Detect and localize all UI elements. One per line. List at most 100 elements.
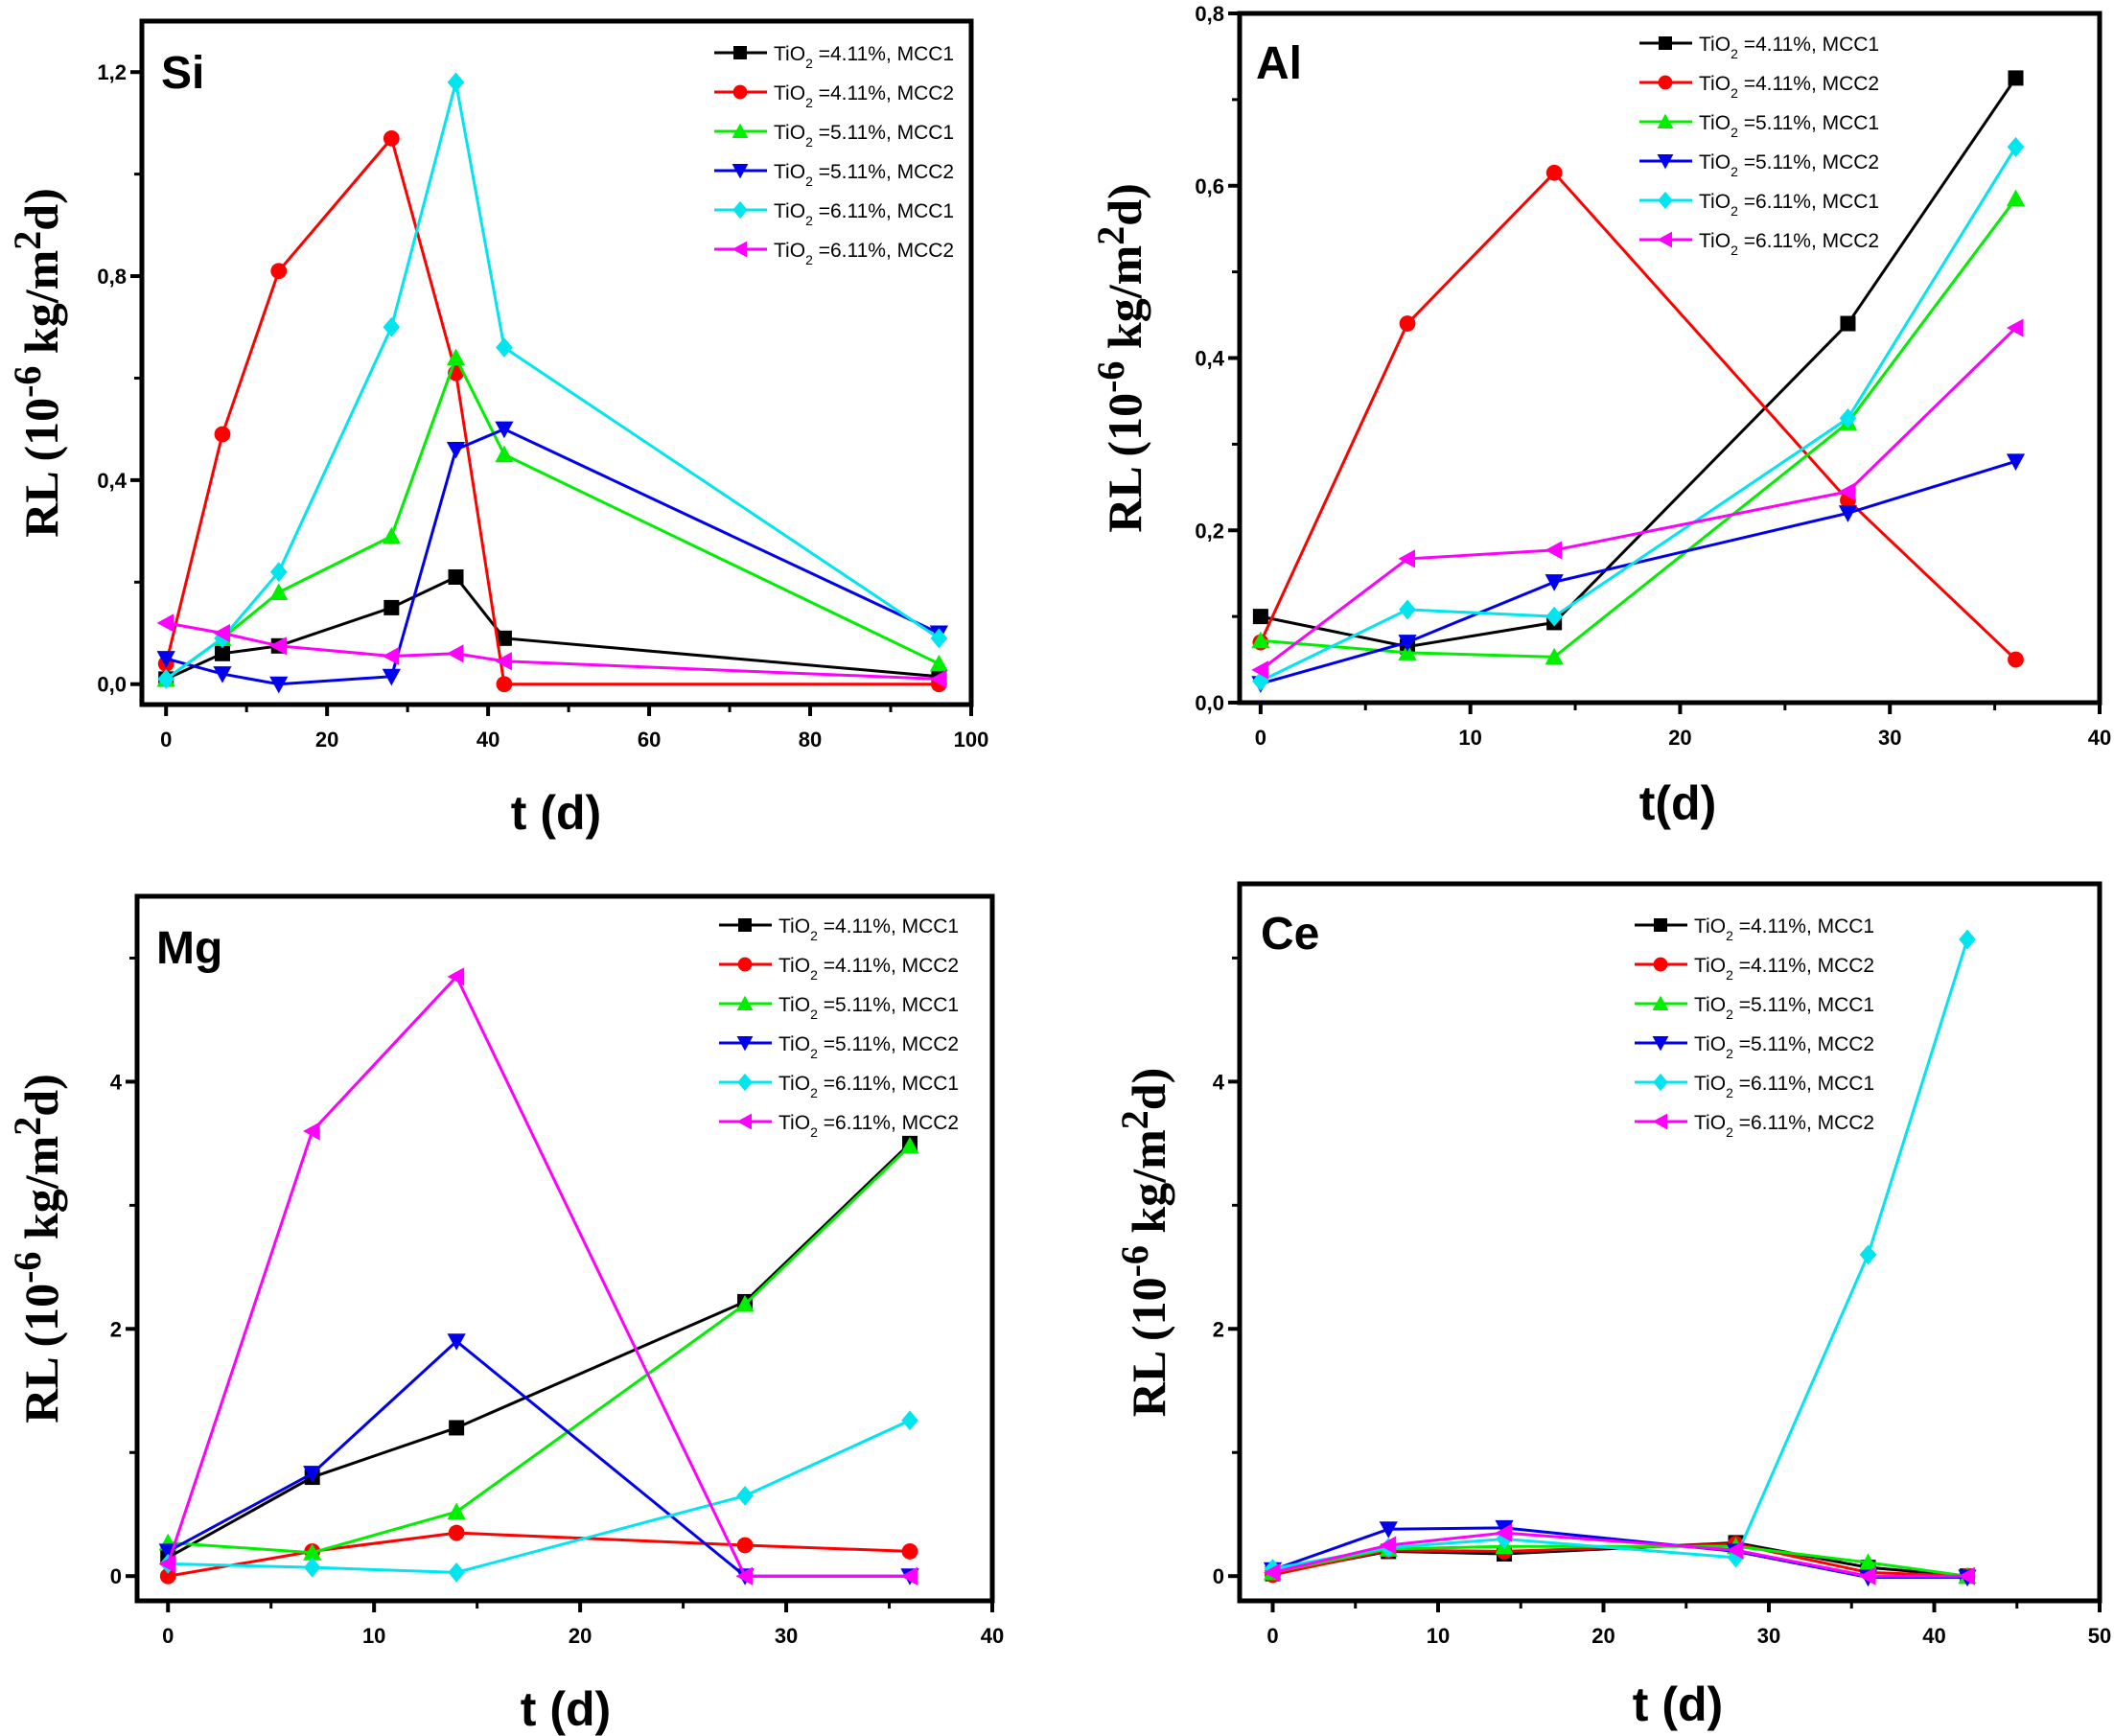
- legend-marker: [733, 46, 747, 59]
- data-point: [495, 445, 514, 463]
- data-point: [449, 1420, 465, 1436]
- series-line: [167, 1531, 911, 1578]
- legend-label: TiO2 =4.11%, MCC2: [778, 955, 959, 983]
- data-point: [446, 441, 466, 459]
- legend-marker: [1652, 995, 1669, 1010]
- legend-item: TiO2 =5.11%, MCC1: [714, 122, 954, 150]
- y-tick-label: 0,0: [1195, 691, 1224, 715]
- legend-item: TiO2 =5.11%, MCC1: [1635, 994, 1874, 1022]
- legend-label: TiO2 =6.11%, MCC1: [778, 1073, 959, 1100]
- data-point: [1495, 1523, 1512, 1542]
- legend-label: TiO2 =4.11%, MCC2: [1694, 955, 1874, 983]
- legend-item: TiO2 =4.11%, MCC1: [714, 43, 954, 71]
- data-point: [447, 1502, 466, 1520]
- x-axis-label: t (d): [521, 1682, 611, 1736]
- legend-label: TiO2 =5.11%, MCC1: [778, 994, 959, 1022]
- data-point: [1496, 1529, 1513, 1549]
- legend-marker: [736, 1036, 754, 1052]
- data-point: [213, 666, 232, 683]
- data-point: [269, 583, 289, 600]
- series-2: [1252, 164, 2024, 668]
- legend-marker: [1657, 231, 1672, 248]
- x-tick-label: 10: [362, 1624, 385, 1648]
- data-point: [1839, 408, 1857, 428]
- series-3: [158, 1136, 919, 1561]
- legend-marker: [738, 918, 752, 932]
- data-point: [495, 421, 514, 439]
- data-point: [303, 1122, 320, 1141]
- x-tick-label: 20: [315, 728, 338, 752]
- data-point: [270, 263, 288, 280]
- y-tick-label: 0,8: [97, 265, 127, 289]
- legend-marker: [737, 1073, 753, 1092]
- x-tick-label: 10: [1458, 726, 1481, 750]
- data-point: [1399, 315, 1416, 332]
- series-line: [1260, 459, 2016, 685]
- x-tick-label: 0: [1255, 726, 1266, 750]
- legend-label: TiO2 =6.11%, MCC1: [1694, 1073, 1874, 1100]
- data-point: [382, 526, 401, 544]
- series-line: [165, 354, 941, 681]
- data-point: [736, 1485, 754, 1506]
- panel-title: Ce: [1261, 909, 1319, 960]
- y-tick-label: 0,2: [1195, 519, 1224, 543]
- series-1: [1252, 70, 2024, 655]
- panel-title: Mg: [156, 923, 222, 974]
- legend-marker: [732, 200, 748, 220]
- legend-item: TiO2 =4.11%, MCC2: [719, 955, 959, 983]
- data-point: [1252, 609, 1268, 625]
- data-point: [213, 623, 230, 643]
- data-point: [214, 426, 231, 443]
- x-tick-label: 0: [1266, 1624, 1278, 1648]
- y-tick-label: 4: [1213, 1070, 1225, 1094]
- data-point: [1858, 1566, 1876, 1586]
- y-tick-label: 0,4: [1195, 347, 1224, 371]
- x-tick-label: 20: [1591, 1624, 1615, 1648]
- legend-marker: [1658, 191, 1673, 210]
- data-point: [735, 1294, 755, 1312]
- data-point: [901, 1410, 918, 1431]
- legend-item: TiO2 =6.11%, MCC1: [1635, 1073, 1874, 1100]
- legend: TiO2 =4.11%, MCC1 TiO2 =4.11%, MCC2 TiO2 =…: [714, 43, 954, 267]
- data-point: [303, 1557, 321, 1578]
- legend-item: TiO2 =4.11%, MCC2: [1639, 73, 1879, 101]
- data-point: [1398, 635, 1417, 652]
- series-6: [158, 967, 918, 1586]
- data-point: [448, 1524, 465, 1541]
- legend-marker: [736, 995, 754, 1010]
- legend-label: TiO2 =4.11%, MCC1: [1699, 34, 1879, 61]
- data-point: [495, 652, 512, 671]
- x-tick-label: 0: [162, 1624, 174, 1648]
- series-line: [1259, 326, 2017, 672]
- legend-item: TiO2 =5.11%, MCC1: [1639, 112, 1879, 140]
- x-tick-label: 100: [954, 728, 989, 752]
- series-6: [1263, 1523, 1975, 1586]
- data-point: [448, 1562, 465, 1583]
- data-point: [214, 645, 230, 661]
- legend-item: TiO2 =4.11%, MCC1: [1639, 34, 1879, 61]
- legend-label: TiO2 =5.11%, MCC1: [1694, 994, 1874, 1022]
- data-point: [2006, 453, 2026, 471]
- legend-item: TiO2 =6.11%, MCC2: [714, 240, 954, 267]
- legend-marker: [736, 1113, 752, 1130]
- data-point: [900, 1566, 918, 1586]
- data-point: [269, 562, 288, 583]
- data-point: [383, 599, 400, 615]
- legend-item: TiO2 =6.11%, MCC1: [719, 1073, 959, 1100]
- plot-frame: [1237, 11, 2102, 706]
- data-point: [1545, 647, 1564, 665]
- x-tick-label: 40: [476, 728, 499, 752]
- series-4: [156, 421, 949, 694]
- y-axis-label: RL (10-6 kg/m2d): [6, 1074, 68, 1424]
- legend-item: TiO2 =5.11%, MCC2: [714, 161, 954, 189]
- series-line: [166, 974, 911, 1578]
- data-point: [1263, 1562, 1281, 1582]
- legend-label: TiO2 =5.11%, MCC2: [1694, 1033, 1874, 1061]
- legend-item: TiO2 =5.11%, MCC2: [1635, 1033, 1874, 1061]
- data-point: [303, 1543, 322, 1561]
- legend-label: TiO2 =6.11%, MCC2: [1699, 230, 1879, 258]
- data-point: [496, 676, 513, 693]
- data-point: [929, 669, 947, 688]
- x-tick-label: 10: [1427, 1624, 1450, 1648]
- data-point: [447, 967, 465, 986]
